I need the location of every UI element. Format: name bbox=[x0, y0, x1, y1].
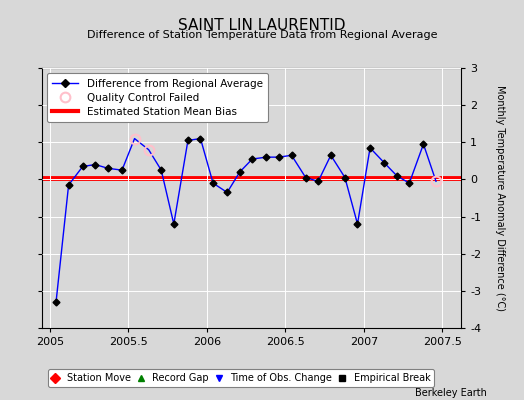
Legend: Difference from Regional Average, Quality Control Failed, Estimated Station Mean: Difference from Regional Average, Qualit… bbox=[47, 73, 268, 122]
Text: Berkeley Earth: Berkeley Earth bbox=[416, 388, 487, 398]
Y-axis label: Monthly Temperature Anomaly Difference (°C): Monthly Temperature Anomaly Difference (… bbox=[495, 85, 505, 311]
Text: Difference of Station Temperature Data from Regional Average: Difference of Station Temperature Data f… bbox=[87, 30, 437, 40]
Legend: Station Move, Record Gap, Time of Obs. Change, Empirical Break: Station Move, Record Gap, Time of Obs. C… bbox=[48, 369, 434, 387]
Text: SAINT LIN LAURENTID: SAINT LIN LAURENTID bbox=[178, 18, 346, 33]
